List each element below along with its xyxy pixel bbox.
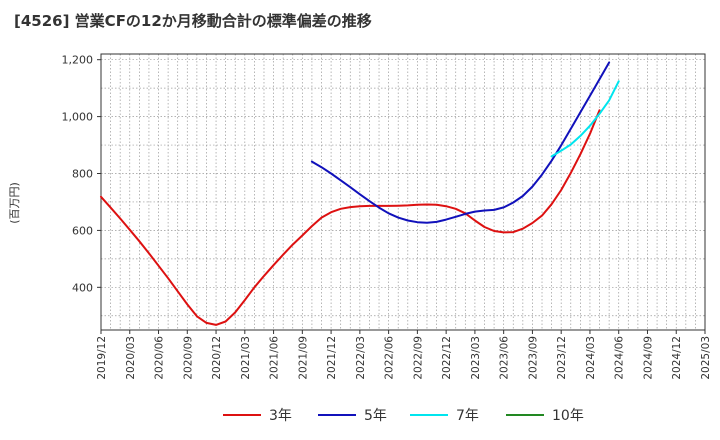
x-axis: 2019/12 2020/03 2020/06 2020/09 2020/12 2021/…	[96, 330, 712, 380]
x-tick-label: 2020/03	[125, 336, 137, 380]
y-tick-label: 400	[72, 281, 93, 294]
x-tick-label: 2022/09	[412, 336, 424, 380]
x-tick-label: 2023/06	[499, 336, 511, 380]
x-tick-label: 2025/03	[700, 336, 712, 380]
x-tick-label: 2021/09	[297, 336, 309, 380]
series-line-1	[100, 109, 601, 326]
y-tick-label: 1,200	[62, 54, 94, 67]
series-line-3	[550, 80, 620, 158]
chart-title: [4526] 営業CFの12か月移動合計の標準偏差の推移	[14, 12, 372, 30]
x-tick-label: 2024/03	[585, 336, 597, 380]
x-tick-label: 2022/12	[441, 336, 453, 380]
series-group	[100, 61, 620, 326]
x-tick-label: 2021/12	[326, 336, 338, 380]
plot-area	[100, 53, 706, 331]
x-tick-label: 2021/06	[269, 336, 281, 380]
x-tick-label: 2022/03	[355, 336, 367, 380]
y-axis-label: (百万円)	[8, 182, 21, 224]
x-tick-label: 2023/03	[470, 336, 482, 380]
legend: 3年 5年 7年 10年	[223, 408, 584, 424]
x-tick-label: 2022/06	[384, 336, 396, 380]
x-tick-label: 2021/03	[240, 336, 252, 380]
x-tick-label: 2024/09	[642, 336, 654, 380]
legend-label-1: 3年	[269, 408, 292, 424]
x-tick-label: 2020/09	[182, 336, 194, 380]
grid	[101, 54, 705, 330]
x-tick-label: 2024/06	[614, 336, 626, 380]
x-tick-label: 2020/06	[154, 336, 166, 380]
x-tick-label: 2023/09	[527, 336, 539, 380]
x-tick-label: 2023/12	[556, 336, 568, 380]
y-tick-label: 800	[72, 168, 93, 181]
y-axis: 400 600 800 1,000 1,200	[62, 54, 101, 294]
x-tick-label: 2019/12	[96, 336, 108, 380]
x-tick-label: 2024/12	[671, 336, 683, 380]
legend-label-4: 10年	[552, 408, 584, 424]
legend-label-2: 5年	[364, 408, 387, 424]
y-tick-label: 1,000	[62, 111, 94, 124]
legend-label-3: 7年	[456, 408, 479, 424]
x-tick-label: 2020/12	[211, 336, 223, 380]
series-line-2	[310, 61, 611, 224]
y-tick-label: 600	[72, 224, 93, 237]
